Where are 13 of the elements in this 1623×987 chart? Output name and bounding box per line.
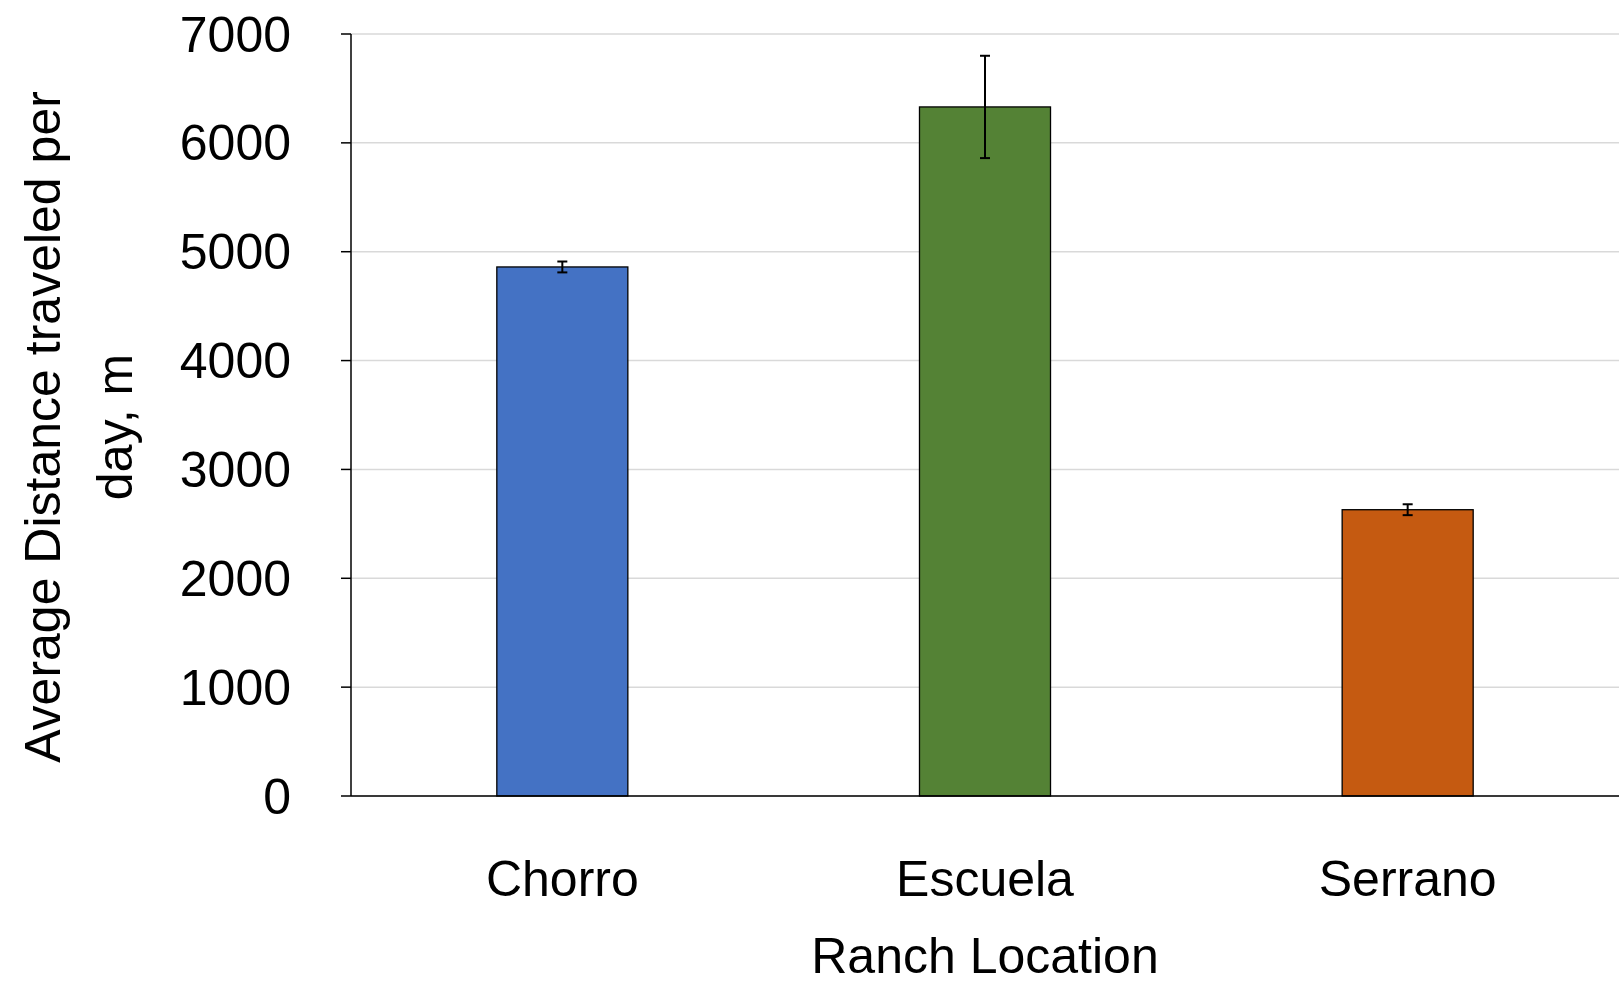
x-axis-title: Ranch Location <box>811 928 1159 984</box>
y-tick-label: 6000 <box>179 115 291 172</box>
x-tick-label: Escuela <box>896 851 1075 907</box>
y-tick-label: 3000 <box>179 441 291 498</box>
y-axis-title: Average Distance traveled per day, m <box>15 91 143 763</box>
x-tick-label: Serrano <box>1318 851 1497 907</box>
x-tick-label: Chorro <box>485 851 639 907</box>
y-tick-label: 7000 <box>179 6 291 63</box>
y-tick-label: 0 <box>263 768 291 825</box>
y-tick-label: 5000 <box>179 224 291 281</box>
y-tick-label: 2000 <box>179 550 291 607</box>
y-tick-label: 1000 <box>179 659 291 716</box>
y-tick-label: 4000 <box>179 333 291 390</box>
